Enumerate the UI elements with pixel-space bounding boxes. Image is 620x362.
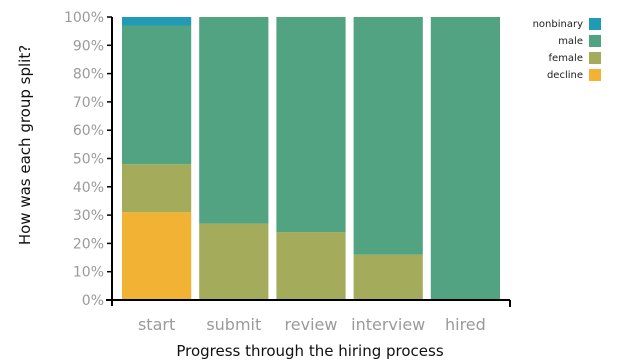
y-tick-label: 40% xyxy=(73,180,104,196)
y-tick-label: 30% xyxy=(73,208,104,224)
legend-swatch-nonbinary xyxy=(589,18,601,30)
legend: nonbinary male female decline xyxy=(533,18,601,81)
x-tick-label: start xyxy=(138,315,175,334)
bar-hired-male xyxy=(430,17,500,300)
y-tick-label: 70% xyxy=(73,95,104,111)
y-tick-label: 100% xyxy=(64,10,104,26)
x-axis-label: Progress through the hiring process xyxy=(176,342,444,360)
y-tick-label: 90% xyxy=(73,38,104,54)
x-axis: start submit review interview hired xyxy=(106,299,511,334)
bar-review-male xyxy=(276,17,346,233)
bar-start-female xyxy=(122,164,192,213)
y-tick-label: 50% xyxy=(73,152,104,168)
bars-group xyxy=(122,17,500,300)
legend-label-female: female xyxy=(549,53,583,64)
bar-start-nonbinary xyxy=(122,17,192,26)
bar-review-female xyxy=(276,232,346,300)
legend-label-nonbinary: nonbinary xyxy=(533,19,583,30)
y-axis: 0% 10% 20% 30% 40% 50% 60% 70% 80% 90% 100% xyxy=(64,10,113,309)
x-tick-label: submit xyxy=(206,315,261,334)
legend-label-decline: decline xyxy=(547,70,583,81)
legend-swatch-decline xyxy=(589,69,601,81)
legend-swatch-female xyxy=(589,52,601,64)
bar-interview-female xyxy=(353,254,423,300)
y-tick-label: 60% xyxy=(73,123,104,139)
y-axis-label: How was each group split? xyxy=(16,45,34,245)
bar-start-decline xyxy=(122,212,192,300)
y-tick-label: 20% xyxy=(73,236,104,252)
x-tick-label: review xyxy=(285,315,338,334)
legend-swatch-male xyxy=(589,35,601,47)
y-tick-label: 80% xyxy=(73,67,104,83)
x-tick-label: interview xyxy=(351,315,425,334)
y-tick-label: 10% xyxy=(73,265,104,281)
legend-label-male: male xyxy=(558,36,583,47)
y-tick-label: 0% xyxy=(82,293,104,309)
bar-submit-male xyxy=(199,17,269,224)
bar-start-male xyxy=(122,25,192,165)
bar-interview-male xyxy=(353,17,423,255)
x-tick-label: hired xyxy=(445,315,486,334)
bar-submit-female xyxy=(199,223,269,300)
